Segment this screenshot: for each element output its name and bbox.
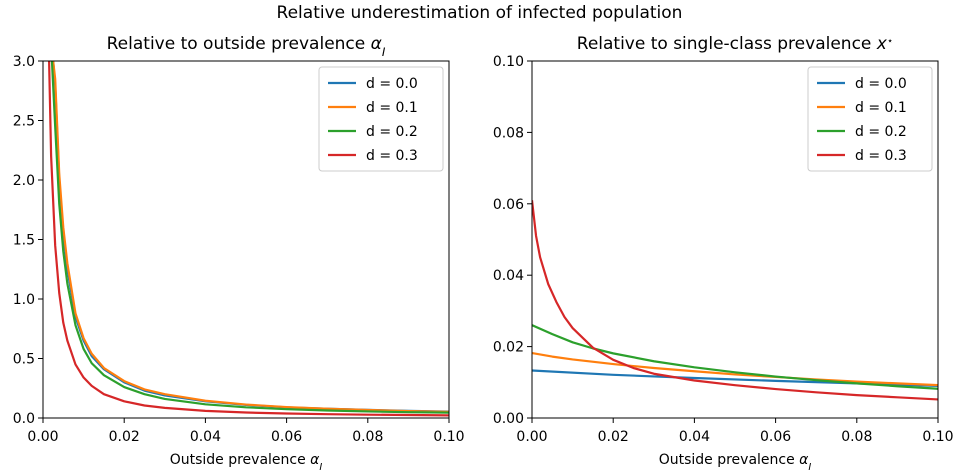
legend-label: d = 0.3 <box>855 148 907 164</box>
x-tick-label: 0.10 <box>922 429 953 445</box>
y-tick-label: 1.0 <box>13 292 35 308</box>
y-tick-label: 0.08 <box>493 125 524 141</box>
x-tick-label: 0.08 <box>841 429 872 445</box>
y-tick-label: 0.06 <box>493 197 524 213</box>
y-tick-label: 1.5 <box>13 233 35 249</box>
series-line-d1 <box>52 61 449 413</box>
x-tick-label: 0.04 <box>190 429 221 445</box>
x-tick-label: 0.02 <box>598 429 629 445</box>
legend-label: d = 0.2 <box>855 124 907 140</box>
legend-label: d = 0.1 <box>855 100 907 116</box>
right-panel: Relative to single-class prevalence x⋆ 0.… <box>493 34 954 473</box>
axes-frame <box>531 60 939 419</box>
legend-label: d = 0.3 <box>366 148 418 164</box>
legend: d = 0.0 d = 0.1 d = 0.2 d = 0.3 <box>807 66 933 172</box>
series-line-d3 <box>47 61 449 417</box>
legend-box <box>807 66 933 172</box>
x-tick-label: 0.08 <box>352 429 383 445</box>
series-line-d2 <box>50 61 449 414</box>
x-tick-label: 0.02 <box>109 429 140 445</box>
x-tick-label: 0.10 <box>433 429 464 445</box>
y-tick-label: 0.0 <box>13 411 35 427</box>
x-axis-label: Outside prevalence αI <box>170 452 323 473</box>
y-tick-label: 0.10 <box>493 54 524 70</box>
x-tick-label: 0.00 <box>27 429 58 445</box>
legend-label: d = 0.0 <box>366 76 418 92</box>
x-tick-label: 0.06 <box>760 429 791 445</box>
x-tick-label: 0.06 <box>271 429 302 445</box>
y-tick-label: 0.00 <box>493 411 524 427</box>
x-axis-label: Outside prevalence αI <box>659 452 812 473</box>
legend-label: d = 0.2 <box>366 124 418 140</box>
y-tick-label: 0.04 <box>493 268 524 284</box>
y-tick-label: 3.0 <box>13 54 35 70</box>
series-line-d2 <box>532 324 938 390</box>
y-tick-label: 0.02 <box>493 340 524 356</box>
figure-suptitle: Relative underestimation of infected pop… <box>277 3 683 23</box>
legend-label: d = 0.1 <box>366 100 418 116</box>
series-line-d3 <box>532 200 938 401</box>
y-tick-label: 0.5 <box>13 352 35 368</box>
x-tick-label: 0.04 <box>679 429 710 445</box>
series-line-d1 <box>532 351 938 387</box>
panel-title: Relative to outside prevalence αI <box>107 34 386 59</box>
y-tick-label: 2.0 <box>13 173 35 189</box>
y-tick-label: 2.5 <box>13 114 35 130</box>
left-panel: Relative to outside prevalence αI 0.00 0.0… <box>13 34 465 473</box>
legend-box <box>318 66 444 172</box>
legend: d = 0.0 d = 0.1 d = 0.2 d = 0.3 <box>318 66 444 172</box>
x-tick-label: 0.00 <box>516 429 547 445</box>
legend-label: d = 0.0 <box>855 76 907 92</box>
panel-title: Relative to single-class prevalence x⋆ <box>577 34 893 54</box>
